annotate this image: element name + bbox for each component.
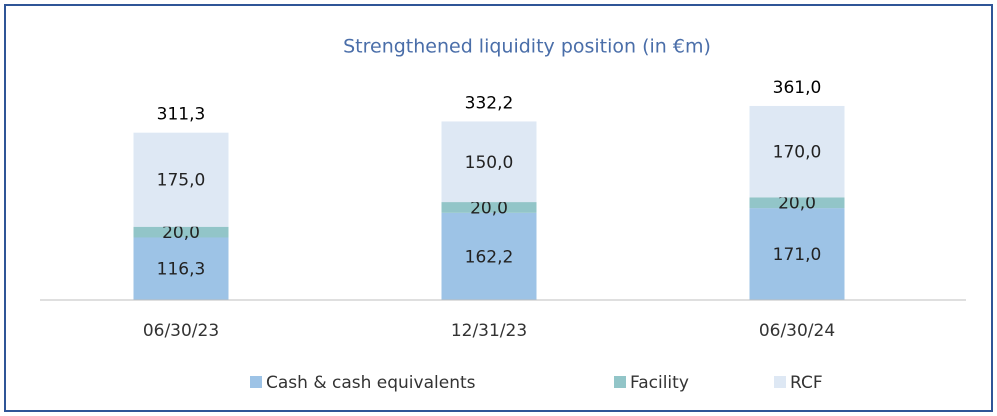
total-label: 311,3	[157, 105, 206, 125]
legend-label: Facility	[630, 373, 689, 393]
x-tick-label: 12/31/23	[451, 321, 527, 341]
data-label: 20,0	[162, 223, 200, 243]
legend-label: RCF	[790, 373, 823, 393]
bar-segment	[441, 202, 537, 213]
x-tick-label: 06/30/23	[143, 321, 219, 341]
bar-segment	[749, 197, 845, 209]
legend-swatch	[250, 376, 262, 388]
legend-swatch	[774, 376, 786, 388]
data-label: 170,0	[773, 143, 822, 163]
bar-segment	[133, 237, 229, 300]
legend-swatch	[614, 376, 626, 388]
total-label: 332,2	[465, 93, 514, 113]
data-label: 20,0	[470, 198, 508, 218]
chart-title: Strengthened liquidity position (in €m)	[343, 36, 711, 58]
bar-segment	[133, 132, 229, 227]
bar-segment	[441, 121, 537, 203]
bar-segment	[749, 208, 845, 300]
data-label: 162,2	[465, 247, 514, 267]
x-tick-label: 06/30/24	[759, 321, 835, 341]
data-label: 171,0	[773, 245, 822, 265]
bar-segment	[749, 105, 845, 198]
data-label: 116,3	[157, 260, 206, 280]
data-label: 175,0	[157, 171, 206, 191]
data-label: 20,0	[778, 194, 816, 214]
legend-label: Cash & cash equivalents	[266, 373, 476, 393]
bar-segment	[133, 226, 229, 238]
data-label: 150,0	[465, 153, 514, 173]
total-label: 361,0	[773, 78, 822, 98]
bar-segment	[441, 212, 537, 300]
